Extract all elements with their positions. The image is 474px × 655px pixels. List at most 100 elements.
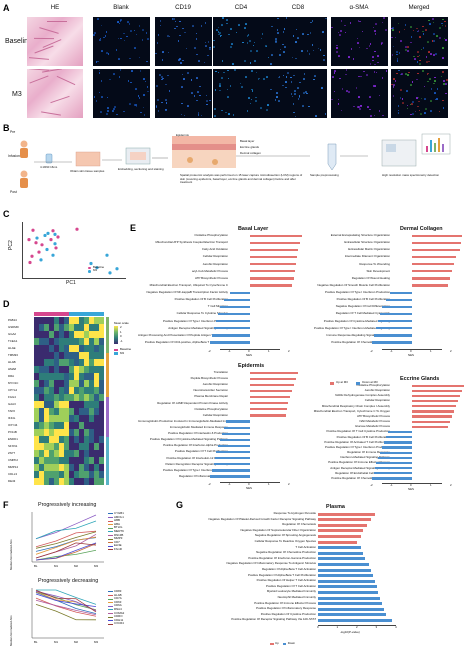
gsea-bar-0-6 bbox=[250, 277, 294, 280]
label-drug: 4.19N0 16mL bbox=[40, 165, 58, 169]
gsea-axis-1 bbox=[382, 349, 442, 350]
gsea-term-3-14: Interferon-Mediated Signaling Pathway bbox=[340, 456, 390, 460]
gsea-term-2-6: Oxidative Phosphorylation bbox=[194, 407, 228, 411]
heat-cell bbox=[84, 352, 89, 359]
heat-cell bbox=[69, 457, 74, 464]
gsea-title-1: Dermal Collagen bbox=[400, 226, 443, 232]
heat-cell bbox=[64, 422, 69, 429]
plasma-term-2: Regulation Of Chemotaxis bbox=[282, 523, 316, 527]
gsea-bar-2-11 bbox=[220, 438, 250, 442]
gsea-term-1-11: Regulation Of T Cell Mediated Cytotoxici… bbox=[335, 312, 390, 316]
gsea-term-3-8: Glucose Metabolic Process bbox=[354, 425, 390, 429]
heat-cell bbox=[94, 415, 99, 422]
gsea-term-3-13: Regulation Of Immune Response bbox=[347, 451, 390, 455]
embedding-tissue bbox=[130, 152, 146, 160]
heat-cell bbox=[84, 387, 89, 394]
gsea-bar-2-10 bbox=[222, 432, 250, 435]
gsea-term-2-16: Positive Regulation Of Type I Interferon… bbox=[162, 468, 228, 472]
heat-cell bbox=[69, 373, 74, 380]
heat-cell bbox=[84, 443, 89, 450]
panel-a-label: A bbox=[3, 3, 10, 13]
gsea-term-0-12: Positive Regulation Of Type I Interferon… bbox=[162, 319, 228, 323]
gsea-bar-2-14 bbox=[215, 457, 250, 460]
plasma-tick-1: 1 bbox=[336, 625, 339, 629]
pca-point-baseline-8 bbox=[54, 246, 58, 250]
heat-cell bbox=[44, 394, 49, 401]
heat-cell bbox=[34, 394, 39, 401]
heat-cell bbox=[79, 359, 84, 366]
heat-cell bbox=[89, 373, 94, 380]
heat-cell bbox=[69, 352, 74, 359]
trend-dec-title: Progressively decreasing bbox=[38, 578, 99, 584]
heat-cell bbox=[74, 429, 79, 436]
heat-cell bbox=[84, 478, 89, 485]
heat-cell bbox=[84, 338, 89, 345]
plasma-term-16: Positive Regulation Of Immune Effector P… bbox=[254, 601, 316, 605]
heat-cell bbox=[99, 422, 104, 429]
heat-cell bbox=[64, 436, 69, 443]
heat-cell bbox=[84, 345, 89, 352]
heat-cell bbox=[94, 331, 99, 338]
gsea-term-1-1: Extracellular Structure Organization bbox=[344, 241, 390, 245]
pca-point-m3-8 bbox=[105, 253, 109, 257]
dec-legend-item-2: CD7A bbox=[108, 596, 122, 601]
pca-y-axis bbox=[22, 222, 23, 278]
pca-legend: Baseline M3 bbox=[88, 265, 104, 273]
plasma-bar-14 bbox=[318, 591, 379, 594]
heat-cell bbox=[79, 331, 84, 338]
gsea-title-2: Epidermis bbox=[238, 363, 265, 369]
heat-cell bbox=[59, 373, 64, 380]
heat-cell bbox=[39, 408, 44, 415]
gsea-bar-2-3 bbox=[250, 389, 292, 393]
plasma-bar-19 bbox=[318, 619, 393, 622]
heat-cell bbox=[74, 387, 79, 394]
heat-cell bbox=[84, 464, 89, 471]
heat-cell bbox=[74, 338, 79, 345]
plasma-bar-8 bbox=[318, 557, 365, 561]
gsea-term-3-3: Cellular Respiration bbox=[364, 399, 390, 403]
trend-line-dec-6 bbox=[35, 599, 97, 616]
heat-cell bbox=[89, 380, 94, 387]
heat-cell bbox=[49, 338, 54, 345]
heat-cell bbox=[69, 422, 74, 429]
trend-line-dec-1 bbox=[35, 597, 97, 617]
heat-cell bbox=[99, 471, 104, 478]
gsea-xlabel-2: NES bbox=[246, 486, 252, 490]
heat-cell bbox=[69, 366, 74, 373]
heat-cell bbox=[84, 471, 89, 478]
gene-label-17: ENDD1 bbox=[8, 437, 18, 441]
gsea-term-3-9: Positive Regulation Of T Cell Cytokine P… bbox=[326, 430, 390, 434]
gsea-bar-1-12 bbox=[378, 320, 412, 323]
pca-point-baseline-7 bbox=[40, 243, 44, 247]
heat-cell bbox=[99, 352, 104, 359]
heat-cell bbox=[39, 373, 44, 380]
heat-cell bbox=[89, 338, 94, 345]
heat-cell bbox=[59, 380, 64, 387]
gene-label-5: TMM93 bbox=[8, 353, 18, 357]
gsea-tick-3-4: 2 bbox=[450, 483, 452, 487]
plasma-term-10: Regulation Of Alpha-Beta T Cell Activati… bbox=[261, 568, 316, 571]
row-label-baseline: Baseline bbox=[5, 38, 32, 45]
gsea-term-1-14: Immune Response-Regulating Signaling Pat… bbox=[326, 333, 390, 337]
heat-cell bbox=[94, 387, 99, 394]
plasma-term-7: Negative Regulation Of Chemokine Product… bbox=[256, 551, 316, 555]
gene-label-22: CDLL3 bbox=[8, 472, 17, 476]
pca-point-m3-0 bbox=[46, 231, 50, 235]
heat-cell bbox=[79, 380, 84, 387]
heat-cell bbox=[49, 415, 54, 422]
gsea-tick-1-2: 0 bbox=[410, 349, 412, 353]
tile-baseline-6 bbox=[391, 17, 448, 66]
heat-cell bbox=[89, 443, 94, 450]
gsea-term-2-14: Positive Regulation Of Interleukin-12 Pr… bbox=[166, 456, 228, 460]
heat-cell bbox=[89, 317, 94, 324]
gsea-bar-2-5 bbox=[250, 402, 288, 405]
plasma-bar-7 bbox=[318, 551, 363, 555]
column-header-0: HE bbox=[50, 4, 60, 11]
heat-cell bbox=[54, 352, 59, 359]
row-label-m3: M3 bbox=[12, 91, 22, 98]
heat-cell bbox=[34, 366, 39, 373]
heat-cell bbox=[79, 429, 84, 436]
trend-line-dec-7 bbox=[35, 604, 97, 621]
heat-cell bbox=[89, 436, 94, 443]
label-layer-eccrine: Eccrine glands bbox=[240, 145, 259, 149]
